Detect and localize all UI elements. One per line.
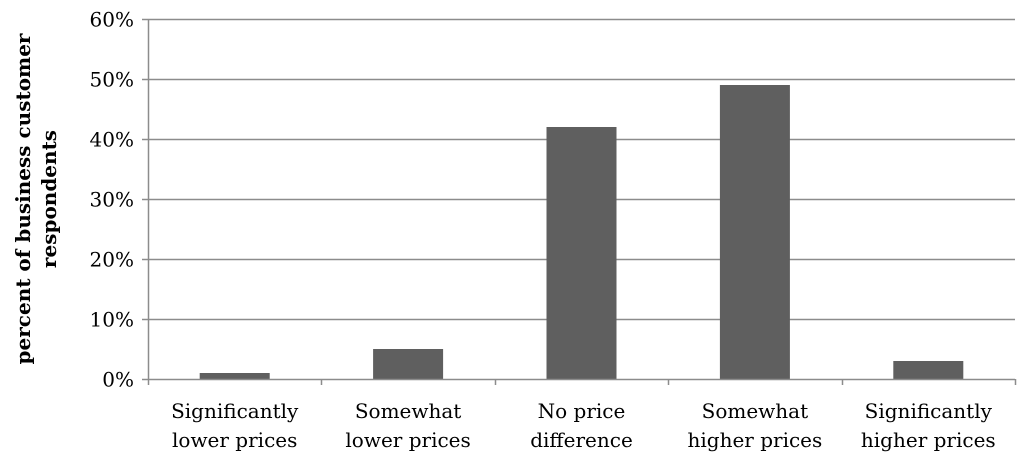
y-tick-label: 0% [102, 368, 134, 392]
x-category-labels: Significantly lower prices Somewhat lower p… [171, 399, 996, 452]
axes [142, 18, 1017, 385]
bars [199, 85, 964, 379]
bar [719, 85, 790, 379]
x-category-label-line: Somewhat [355, 399, 462, 423]
y-axis-title-line: respondents [37, 130, 61, 268]
x-category-label-line: difference [530, 428, 633, 452]
y-axis-title-line: percent of business customer [11, 33, 35, 364]
y-tick-label: 20% [90, 248, 134, 272]
x-category-label: Somewhat higher prices [688, 399, 823, 452]
bar [373, 349, 444, 379]
y-tick-label: 10% [90, 308, 134, 332]
y-tick-label: 30% [90, 188, 134, 212]
x-category-label-line: Somewhat [702, 399, 809, 423]
x-category-label-line: lower prices [345, 428, 470, 452]
y-axis-title: percent of business customer respondents [11, 33, 61, 364]
x-category-label: No price difference [530, 399, 633, 452]
x-category-label: Significantly lower prices [171, 399, 299, 452]
y-tick-label: 60% [90, 8, 134, 32]
x-category-label: Significantly higher prices [861, 399, 996, 452]
x-category-label-line: No price [538, 399, 626, 423]
y-tick-label: 40% [90, 128, 134, 152]
x-category-label-line: lower prices [172, 428, 297, 452]
x-category-label: Somewhat lower prices [345, 399, 470, 452]
y-tick-label: 50% [90, 68, 134, 92]
x-category-label-line: Significantly [171, 399, 299, 423]
y-axis-title-text: percent of business customer respondents [11, 33, 61, 364]
bar [893, 361, 964, 379]
x-category-label-line: higher prices [688, 428, 823, 452]
x-category-label-line: higher prices [861, 428, 996, 452]
bar [199, 373, 270, 379]
bar [546, 127, 617, 379]
y-tick-labels: 0% 10% 20% 30% 40% 50% 60% [90, 8, 134, 392]
x-category-label-line: Significantly [865, 399, 993, 423]
